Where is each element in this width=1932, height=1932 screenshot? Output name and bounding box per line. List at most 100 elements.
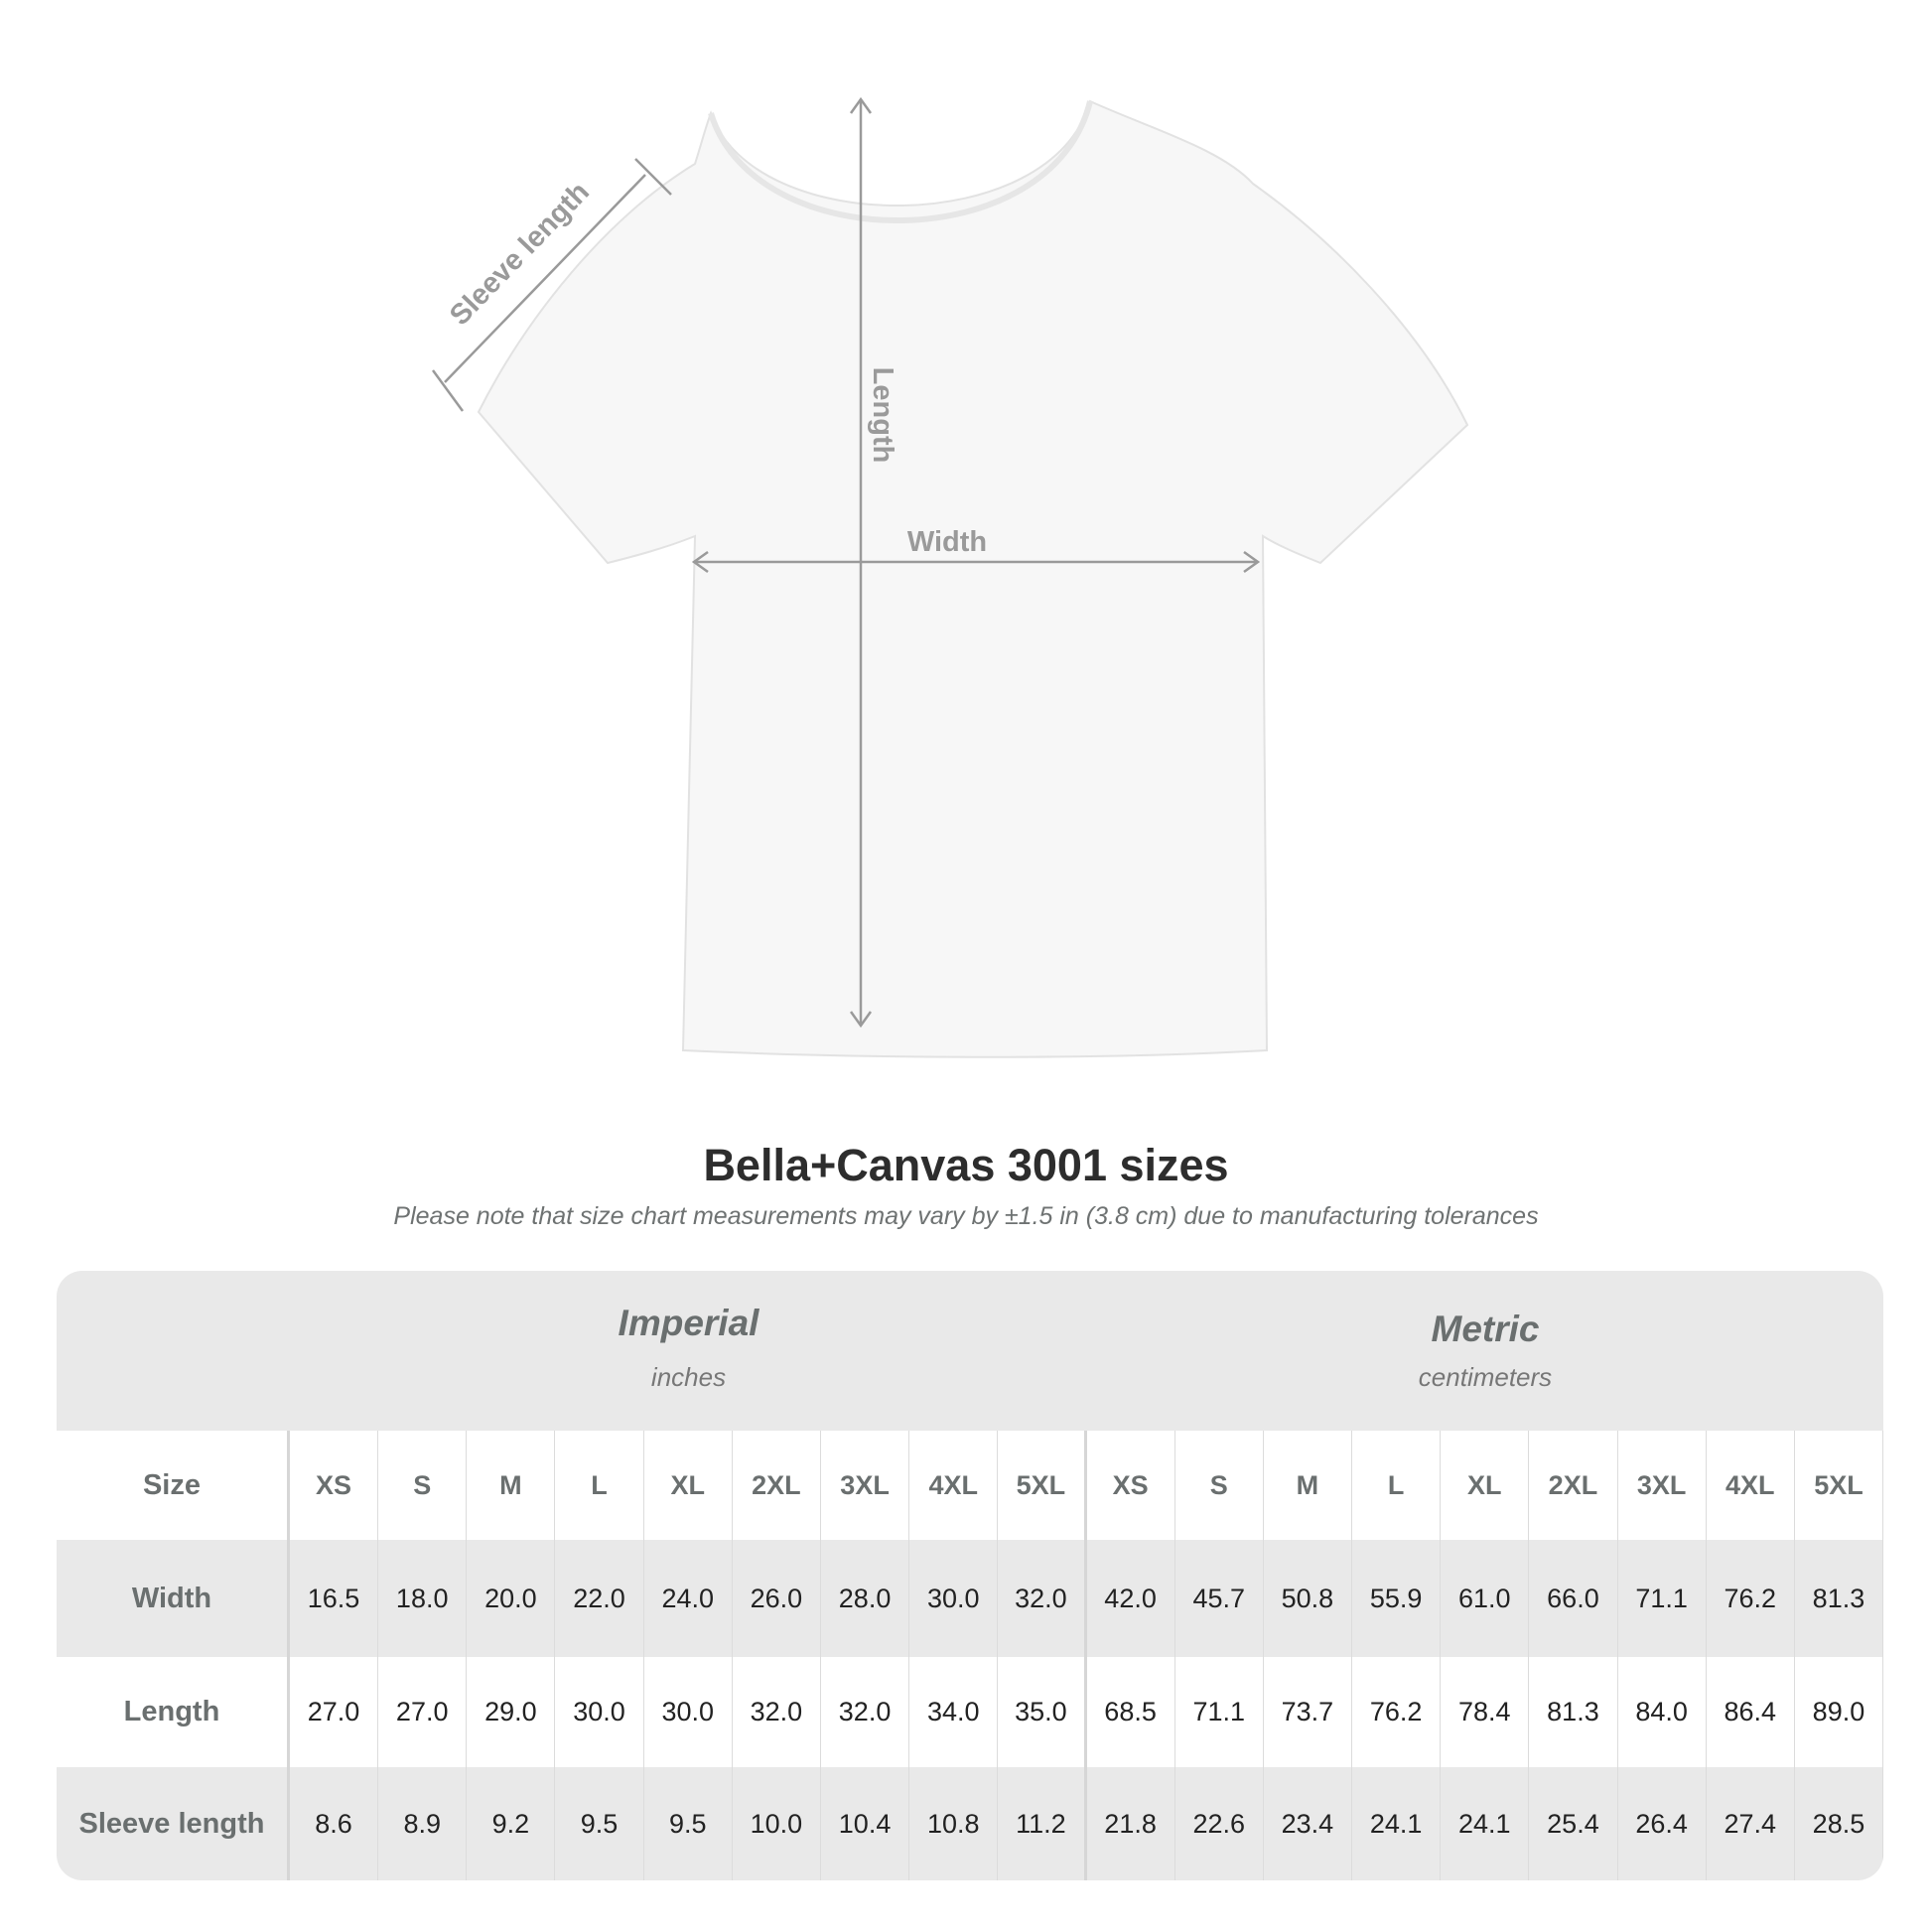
metric-size-header: S xyxy=(1175,1431,1264,1540)
imperial-value-cell: 28.0 xyxy=(821,1540,910,1657)
sleeve-tick-start xyxy=(431,369,465,412)
imperial-size-header: 3XL xyxy=(821,1431,910,1540)
imperial-value-cell: 30.0 xyxy=(644,1657,733,1767)
metric-value-cell: 71.1 xyxy=(1618,1540,1707,1657)
metric-value-cell: 55.9 xyxy=(1352,1540,1442,1657)
collar xyxy=(708,100,1093,223)
length-label: Length xyxy=(867,367,898,464)
imperial-value-cell: 30.0 xyxy=(909,1540,999,1657)
imperial-value-cell: 32.0 xyxy=(733,1657,821,1767)
metric-value-cell: 68.5 xyxy=(1087,1657,1175,1767)
metric-unit: centimeters xyxy=(1418,1362,1553,1392)
width-label: Width xyxy=(907,526,987,558)
imperial-size-header: M xyxy=(467,1431,556,1540)
imperial-size-header: L xyxy=(555,1431,644,1540)
metric-value-cell: 73.7 xyxy=(1264,1657,1353,1767)
size-header-row: Size XS S M L XL 2XL 3XL 4XL 5XL XS S M L XL 2XL 3XL 4XL 5… xyxy=(57,1431,1883,1540)
imperial-value-cell: 16.5 xyxy=(290,1540,379,1657)
metric-value-cell: 89.0 xyxy=(1795,1657,1883,1767)
metric-size-header: 4XL xyxy=(1707,1431,1795,1540)
metric-value-cell: 45.7 xyxy=(1175,1540,1264,1657)
sleeve-tick-end xyxy=(634,158,672,196)
metric-value-cell: 22.6 xyxy=(1175,1767,1264,1880)
imperial-size-header: XS xyxy=(290,1431,379,1540)
imperial-title: Imperial xyxy=(618,1303,759,1343)
metric-value-cell: 84.0 xyxy=(1618,1657,1707,1767)
imperial-unit: inches xyxy=(650,1362,727,1392)
imperial-header: Imperial inches xyxy=(290,1271,1087,1431)
tolerance-note: Please note that size chart measurements… xyxy=(393,1202,1539,1230)
imperial-value-cell: 27.0 xyxy=(378,1657,468,1767)
imperial-value-cell: 9.5 xyxy=(644,1767,733,1880)
imperial-value-cell: 10.0 xyxy=(733,1767,821,1880)
metric-value-cell: 71.1 xyxy=(1175,1657,1264,1767)
imperial-value-cell: 32.0 xyxy=(821,1657,910,1767)
metric-header: Metric centimeters xyxy=(1087,1271,1883,1431)
row-label: Sleeve length xyxy=(57,1767,290,1880)
row-label: Width xyxy=(57,1540,290,1657)
metric-size-header: 2XL xyxy=(1529,1431,1618,1540)
imperial-value-cell: 32.0 xyxy=(998,1540,1087,1657)
metric-size-header: XL xyxy=(1441,1431,1530,1540)
width-arrow-right xyxy=(1243,550,1261,574)
imperial-size-header: 5XL xyxy=(998,1431,1087,1540)
metric-value-cell: 86.4 xyxy=(1707,1657,1795,1767)
imperial-value-cell: 29.0 xyxy=(467,1657,556,1767)
metric-value-cell: 26.4 xyxy=(1618,1767,1707,1880)
metric-value-cell: 81.3 xyxy=(1529,1657,1618,1767)
imperial-size-header: 4XL xyxy=(909,1431,999,1540)
metric-value-cell: 66.0 xyxy=(1529,1540,1618,1657)
metric-size-header: 3XL xyxy=(1618,1431,1707,1540)
metric-title: Metric xyxy=(1431,1309,1540,1349)
tshirt-diagram: Sleeve length Length Width xyxy=(431,96,1469,1058)
metric-value-cell: 24.1 xyxy=(1441,1767,1530,1880)
imperial-value-cell: 11.2 xyxy=(998,1767,1087,1880)
metric-value-cell: 42.0 xyxy=(1087,1540,1175,1657)
imperial-value-cell: 27.0 xyxy=(290,1657,379,1767)
metric-value-cell: 27.4 xyxy=(1707,1767,1795,1880)
metric-size-header: M xyxy=(1264,1431,1353,1540)
imperial-value-cell: 35.0 xyxy=(998,1657,1087,1767)
metric-value-cell: 81.3 xyxy=(1795,1540,1883,1657)
metric-value-cell: 76.2 xyxy=(1707,1540,1795,1657)
metric-size-header: 5XL xyxy=(1795,1431,1883,1540)
imperial-value-cell: 22.0 xyxy=(555,1540,644,1657)
metric-value-cell: 76.2 xyxy=(1352,1657,1442,1767)
imperial-value-cell: 10.8 xyxy=(909,1767,999,1880)
imperial-value-cell: 9.5 xyxy=(555,1767,644,1880)
imperial-value-cell: 9.2 xyxy=(467,1767,556,1880)
metric-value-cell: 28.5 xyxy=(1795,1767,1883,1880)
row-label: Length xyxy=(57,1657,290,1767)
metric-size-header: L xyxy=(1352,1431,1442,1540)
width-arrow-left xyxy=(691,550,709,574)
table-row: Length 27.0 27.0 29.0 30.0 30.0 32.0 32.0 34.0 35… xyxy=(57,1657,1883,1767)
metric-value-cell: 78.4 xyxy=(1441,1657,1530,1767)
length-arrow-top xyxy=(849,96,873,114)
table-row: Sleeve length 8.6 8.9 9.2 9.5 9.5 10.0 10.4 10.8… xyxy=(57,1767,1883,1880)
size-table: Imperial inches Metric centimeters Size X… xyxy=(57,1271,1883,1880)
sleeve-line xyxy=(444,174,646,383)
table-row: Width 16.5 18.0 20.0 22.0 24.0 26.0 28.0 30.0 32.… xyxy=(57,1540,1883,1657)
row-label: Size xyxy=(57,1431,290,1540)
imperial-value-cell: 24.0 xyxy=(644,1540,733,1657)
imperial-value-cell: 30.0 xyxy=(555,1657,644,1767)
metric-value-cell: 24.1 xyxy=(1352,1767,1442,1880)
imperial-value-cell: 20.0 xyxy=(467,1540,556,1657)
metric-value-cell: 50.8 xyxy=(1264,1540,1353,1657)
imperial-value-cell: 10.4 xyxy=(821,1767,910,1880)
imperial-size-header: S xyxy=(378,1431,468,1540)
imperial-value-cell: 8.9 xyxy=(378,1767,468,1880)
metric-value-cell: 21.8 xyxy=(1087,1767,1175,1880)
chart-title: Bella+Canvas 3001 sizes xyxy=(703,1140,1229,1190)
tshirt-image xyxy=(477,99,1469,1058)
units-header-band xyxy=(57,1271,1883,1431)
length-arrow-bottom xyxy=(849,1011,873,1029)
metric-value-cell: 23.4 xyxy=(1264,1767,1353,1880)
metric-size-header: XS xyxy=(1087,1431,1175,1540)
metric-value-cell: 61.0 xyxy=(1441,1540,1530,1657)
imperial-value-cell: 18.0 xyxy=(378,1540,468,1657)
imperial-size-header: 2XL xyxy=(733,1431,821,1540)
imperial-size-header: XL xyxy=(644,1431,733,1540)
imperial-value-cell: 8.6 xyxy=(290,1767,379,1880)
imperial-value-cell: 34.0 xyxy=(909,1657,999,1767)
